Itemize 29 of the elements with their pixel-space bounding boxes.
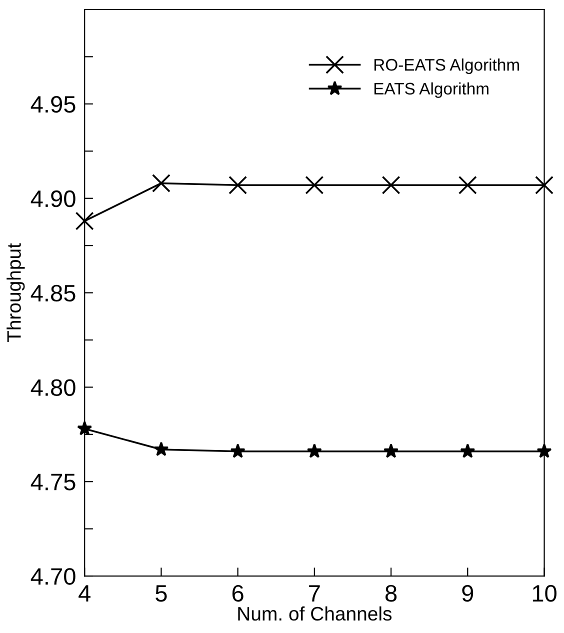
y-tick-label: 4.80 [30,379,76,396]
x-tick-label: 9 [462,584,474,602]
legend-label: EATS Algorithm [374,82,488,98]
x-tick-label: 5 [156,585,167,602]
point [305,176,324,194]
point [458,176,477,194]
point [384,444,399,458]
x-tick-label: 4 [78,585,90,602]
y-tick-label: 4.95 [30,96,76,113]
x-tick-label: 6 [232,584,244,602]
x-tick-label: 8 [386,584,397,602]
y-tick-label: 4.90 [30,190,76,208]
y-tick-label: 4.75 [30,474,76,490]
legend-label: RO-EATS Algorithm [374,58,519,74]
point [460,444,476,458]
point [75,212,94,230]
point [228,176,248,194]
x-tick-label: 10 [532,584,556,602]
point [152,174,170,192]
point [154,442,169,456]
y-axis-title: Throughput [6,243,25,342]
point [230,444,246,458]
point [535,176,554,194]
point [382,176,400,194]
x-tick-label: 7 [309,585,320,602]
point [306,444,322,458]
y-tick-label: 4.70 [30,568,76,585]
x-axis-title: Num. of Channels [238,606,392,621]
y-tick-label: 4.85 [30,284,76,302]
